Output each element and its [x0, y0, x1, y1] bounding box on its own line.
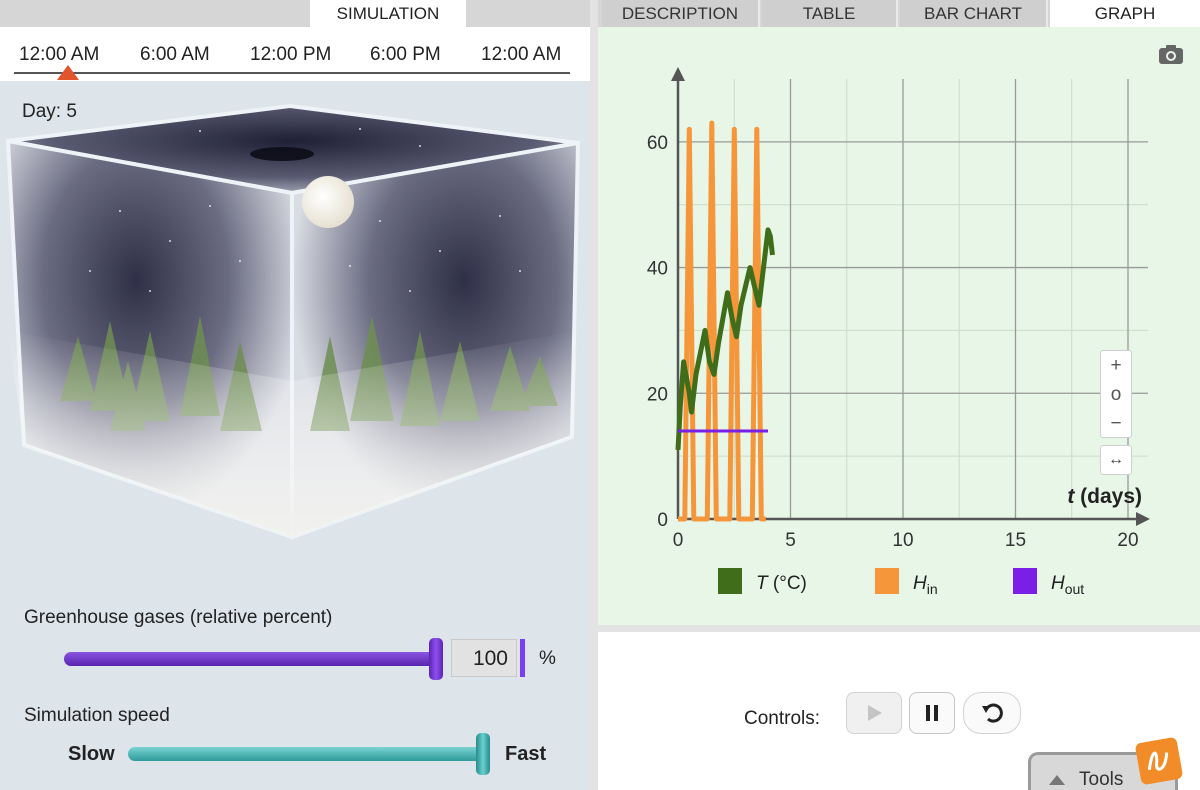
- timeline-label: 12:00 AM: [19, 44, 100, 65]
- greenhouse-slider-track[interactable]: [64, 652, 436, 666]
- simulation-panel: Day: 5: [0, 81, 590, 790]
- speed-label: Simulation speed: [24, 705, 170, 726]
- x-axis-label: t (days): [1067, 485, 1142, 508]
- y-tick-label: 60: [647, 133, 668, 154]
- x-tick-label: 15: [1005, 530, 1026, 551]
- speed-slider-thumb[interactable]: [476, 733, 490, 775]
- x-tick-label: 20: [1117, 530, 1138, 551]
- x-tick-label: 0: [673, 530, 684, 551]
- reset-button[interactable]: [963, 692, 1021, 734]
- day-timeline: 12:00 AM 6:00 AM 12:00 PM 6:00 PM 12:00 …: [0, 27, 590, 81]
- tab-graph[interactable]: GRAPH: [1050, 0, 1200, 27]
- controls-label: Controls:: [744, 708, 821, 729]
- legend-label: Hin: [913, 573, 938, 597]
- zoom-reset-button[interactable]: o: [1110, 384, 1122, 405]
- y-tick-label: 40: [647, 259, 668, 280]
- chevron-up-icon: [1049, 775, 1065, 785]
- legend-swatch: [875, 568, 899, 594]
- day-label: Day: 5: [22, 101, 77, 122]
- timeline-label: 12:00 AM: [481, 44, 562, 65]
- tab-table[interactable]: TABLE: [762, 0, 898, 27]
- fit-width-button[interactable]: ↔: [1100, 445, 1132, 475]
- series-line-t: [675, 227, 775, 451]
- zoom-out-button[interactable]: −: [1110, 413, 1122, 434]
- greenhouse-slider-thumb[interactable]: [429, 638, 443, 680]
- pause-button[interactable]: [909, 692, 955, 734]
- tab-simulation[interactable]: SIMULATION: [310, 0, 466, 27]
- series-line-hin: [678, 120, 766, 522]
- x-axis-arrow-icon: [1136, 512, 1150, 526]
- greenhouse-unit: %: [539, 648, 556, 669]
- greenhouse-value-indicator: [520, 639, 525, 677]
- legend-label: Hout: [1051, 573, 1084, 597]
- graph-panel: 0 5 10 15 20 0 20 40 60 t (days) T (°C) Hin Hout: [598, 27, 1200, 625]
- y-tick-label: 0: [657, 510, 668, 531]
- camera-icon[interactable]: [1158, 43, 1184, 65]
- tab-bar-chart[interactable]: BAR CHART: [900, 0, 1048, 27]
- tools-label: Tools: [1079, 769, 1124, 790]
- greenhouse-label: Greenhouse gases (relative percent): [24, 607, 333, 628]
- legend-label: T (°C): [756, 573, 807, 594]
- speed-slider-track[interactable]: [128, 747, 484, 761]
- pause-icon: [926, 705, 938, 721]
- x-tick-label: 5: [785, 530, 796, 551]
- timeline-label: 12:00 PM: [250, 44, 332, 65]
- moon-icon: [302, 176, 354, 228]
- greenhouse-cube: [5, 103, 581, 540]
- speed-fast-label: Fast: [505, 743, 547, 765]
- gizmos-logo-icon: [1135, 737, 1183, 785]
- speed-slow-label: Slow: [68, 743, 115, 765]
- right-tab-bar: DESCRIPTION TABLE BAR CHART GRAPH: [598, 0, 1200, 27]
- time-marker-icon: [57, 65, 79, 80]
- legend-swatch: [1013, 568, 1037, 594]
- tab-description[interactable]: DESCRIPTION: [602, 0, 760, 27]
- play-button[interactable]: [846, 692, 902, 734]
- y-axis-arrow-icon: [671, 67, 685, 81]
- timeline-label: 6:00 PM: [370, 44, 441, 65]
- left-tab-bar: SIMULATION: [0, 0, 590, 27]
- legend-swatch: [718, 568, 742, 594]
- zoom-in-button[interactable]: +: [1110, 355, 1122, 376]
- greenhouse-value-field[interactable]: 100: [451, 639, 517, 677]
- x-tick-label: 10: [892, 530, 913, 551]
- timeline-axis: [14, 72, 570, 74]
- zoom-controls: + o −: [1100, 350, 1132, 438]
- y-tick-label: 20: [647, 384, 668, 405]
- timeline-label: 6:00 AM: [140, 44, 210, 65]
- play-icon: [868, 705, 882, 721]
- line-chart: 0 5 10 15 20 0 20 40 60 t (days) T (°C) Hin Hout: [647, 67, 1150, 597]
- controls-panel: Controls:: [598, 632, 1200, 790]
- reset-icon: [982, 703, 1003, 723]
